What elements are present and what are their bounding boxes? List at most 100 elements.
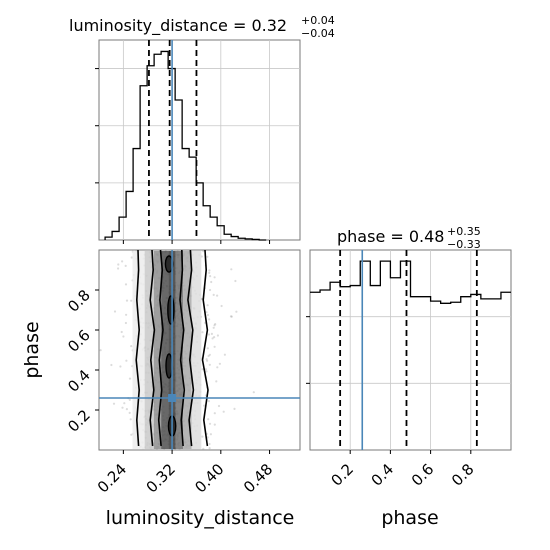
joint-sample-point	[206, 436, 209, 439]
joint-sample-point	[215, 380, 218, 383]
lum-histogram-steps	[104, 50, 267, 241]
joint-y-axis-label: phase	[21, 321, 43, 378]
joint-contour-right-1	[187, 249, 195, 447]
joint-density-column-0	[132, 251, 145, 449]
joint-density-column-7	[191, 251, 202, 449]
joint-sample-point	[125, 299, 129, 302]
joint-sample-point	[210, 280, 213, 284]
joint-sample-point	[207, 354, 210, 358]
joint-sample-point	[235, 310, 238, 313]
lum-marginal-panel	[95, 39, 301, 244]
joint-sample-point	[206, 255, 209, 258]
joint-sample-point	[230, 315, 233, 318]
joint-sample-point	[130, 433, 133, 436]
joint-sample-point	[213, 412, 216, 415]
joint-sample-point	[217, 404, 221, 408]
joint-sample-point	[206, 359, 209, 362]
joint-sample-point	[201, 368, 204, 371]
joint-sample-point	[130, 345, 133, 348]
joint-sample-point	[130, 256, 133, 259]
joint-sample-point	[121, 260, 124, 263]
joint-sample-point	[214, 323, 217, 326]
phase-x-axis-label: phase	[381, 507, 438, 529]
joint-contour-right-0	[201, 249, 209, 447]
joint-sample-point	[230, 268, 233, 271]
lum-marginal-title-plus: +0.04	[301, 14, 335, 27]
joint-sample-point	[229, 315, 233, 318]
joint-sample-point	[208, 269, 211, 272]
joint-sample-point	[125, 359, 128, 362]
joint-density-layer	[99, 249, 300, 450]
joint-sample-point	[121, 406, 124, 409]
joint-density-column-6	[183, 251, 192, 449]
joint-contour-left-0	[135, 249, 141, 447]
joint-sample-point	[129, 418, 132, 421]
joint-sample-point	[117, 263, 120, 266]
joint-sample-point	[234, 279, 237, 283]
joint-sample-point	[207, 333, 211, 336]
joint-sample-point	[233, 407, 236, 410]
joint-sample-point	[213, 345, 216, 348]
joint-sample-point	[201, 435, 204, 438]
joint-sample-point	[112, 402, 116, 405]
joint-sample-point	[216, 366, 219, 369]
phase-x-tick-label-1: 0.4	[368, 460, 398, 490]
joint-sample-point	[110, 363, 113, 367]
phase-marginal-title-minus: −0.33	[447, 238, 481, 251]
joint-sample-point	[252, 391, 255, 394]
joint-y-tick-label-3: 0.8	[64, 286, 94, 316]
joint-sample-point	[128, 377, 132, 380]
joint-sample-point	[124, 321, 127, 325]
joint-sample-point	[125, 313, 128, 316]
joint-sample-point	[208, 363, 211, 366]
joint-sample-point	[124, 264, 127, 267]
joint-sample-point	[117, 267, 120, 270]
phase-marginal-title: phase = 0.48	[337, 227, 444, 246]
joint-sample-point	[207, 418, 210, 421]
joint-sample-point	[216, 334, 219, 337]
joint-sample-point	[123, 402, 126, 405]
joint-sample-point	[113, 310, 117, 313]
joint-contour-left-2	[157, 249, 164, 447]
joint-density-column-3	[161, 251, 169, 449]
joint-sample-point	[204, 368, 207, 371]
joint-sample-point	[208, 447, 211, 450]
lum-marginal-title: luminosity_distance = 0.32	[69, 16, 287, 36]
joint-sample-point	[119, 365, 122, 368]
joint-x-ticks: 0.24 0.32 0.40 0.48	[94, 450, 276, 496]
joint-sample-point	[201, 331, 204, 334]
joint-sample-point	[209, 433, 212, 436]
joint-sample-point	[205, 358, 208, 361]
joint-sample-point	[206, 313, 209, 317]
joint-sample-point	[209, 275, 212, 278]
joint-sample-point	[213, 423, 216, 426]
phase-marginal-panel	[306, 249, 512, 451]
joint-density-column-1	[144, 251, 154, 449]
joint-sample-point	[218, 362, 221, 365]
joint-sample-point	[208, 318, 211, 321]
joint-sample-point	[208, 288, 212, 292]
phase-marginal-histogram	[310, 250, 511, 450]
joint-sample-point	[130, 299, 133, 302]
joint-truth-marker	[168, 394, 177, 402]
joint-sample-point	[128, 411, 131, 414]
joint-density-column-5	[175, 251, 184, 449]
joint-y-tick-label-2: 0.6	[64, 326, 94, 356]
joint-sample-point	[208, 353, 211, 356]
phase-marginal-title-plus: +0.35	[447, 225, 481, 238]
joint-sample-point	[208, 442, 211, 446]
joint-sample-point	[216, 294, 219, 297]
joint-x-tick-label-2: 0.40	[191, 460, 227, 496]
joint-sample-point	[120, 330, 123, 334]
joint-sample-point	[202, 250, 205, 253]
joint-sample-point	[99, 349, 102, 352]
joint-sample-point	[206, 304, 209, 307]
joint-sample-point	[125, 408, 128, 411]
joint-sample-point	[213, 324, 216, 327]
phase-x-ticks: 0.2 0.4 0.6 0.8	[327, 450, 478, 490]
joint-sample-point	[208, 271, 211, 274]
joint-x-tick-label-0: 0.24	[94, 460, 130, 496]
joint-sample-point	[212, 326, 215, 329]
joint-sample-point	[210, 332, 213, 335]
